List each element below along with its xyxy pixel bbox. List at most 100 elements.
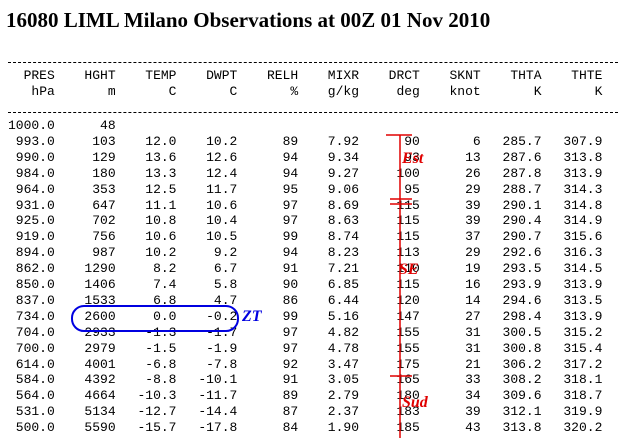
cell: 317.2 (563, 356, 603, 372)
cell: 11.7 (206, 181, 238, 197)
cell: 756 (92, 229, 116, 245)
cell: 4.7 (213, 292, 238, 308)
column-name: SKNT (449, 68, 481, 83)
cell: 147 (396, 308, 420, 324)
cell: 97 (282, 340, 299, 356)
cell: 99 (282, 308, 299, 324)
cell: -8.8 (145, 372, 177, 388)
cell: 95 (282, 181, 299, 197)
column-name: THTA (510, 68, 542, 83)
cell: 86 (282, 292, 299, 308)
cell: 90 (404, 133, 420, 149)
cell: 34 (465, 388, 481, 404)
cell: 115 (396, 197, 420, 213)
cell: 94 (282, 165, 299, 181)
cell: 702 (92, 213, 116, 229)
cell: 931.0 (15, 197, 55, 213)
data-row: 734.026000.0-0.2995.1614727298.4313.9299… (8, 309, 625, 325)
column-unit: C (168, 84, 177, 99)
cell: 26 (465, 165, 481, 181)
data-row: 704.02933-1.3-1.7974.8215531300.5315.230… (8, 325, 625, 341)
cell: 9.2 (213, 245, 238, 261)
cell: 862.0 (15, 261, 55, 277)
cell: 6 (472, 133, 481, 149)
cell: 293.5 (502, 261, 542, 277)
cell: 37 (465, 229, 481, 245)
cell: 6.8 (153, 292, 177, 308)
cell: 103 (92, 133, 116, 149)
cell: 21 (465, 356, 481, 372)
cell: 5.8 (213, 277, 238, 292)
cell: 3.05 (327, 372, 360, 388)
cell: 12.0 (145, 133, 177, 149)
label-se: SE (399, 261, 419, 278)
cell: 4.78 (327, 340, 360, 356)
cell: 5.16 (327, 308, 360, 324)
cell: 7.21 (327, 261, 360, 277)
cell: 12.4 (206, 165, 238, 181)
cell: 314.8 (563, 197, 603, 213)
cell: 315.4 (563, 340, 603, 356)
data-row: 850.014067.45.8906.8511516293.9313.9295.… (8, 277, 625, 293)
cell: 298.4 (502, 308, 542, 324)
label-sud: Sud (402, 394, 428, 411)
cell: 319.9 (563, 404, 603, 420)
cell: 13.6 (145, 149, 177, 165)
cell: -14.4 (198, 404, 238, 420)
cell: -15.7 (137, 420, 177, 436)
cell: 287.6 (502, 149, 542, 165)
column-name: TEMP (145, 68, 177, 83)
cell: 95 (404, 181, 420, 197)
cell: 993.0 (15, 133, 55, 149)
separator (8, 112, 618, 113)
data-row: 500.0 5590 -15.7 -17.8 84 1.90 185 43 313.8 320.2… (8, 420, 625, 436)
cell: 306.2 (502, 356, 542, 372)
cell: 90 (282, 277, 299, 292)
column-name: THTE (571, 68, 603, 83)
cell: 4.82 (327, 324, 360, 340)
cell: -10.1 (198, 372, 238, 388)
cell: 1533 (84, 292, 116, 308)
cell: 91 (282, 261, 299, 277)
cell: 316.3 (563, 245, 603, 261)
column-name: HGHT (84, 68, 116, 83)
data-row: 931.064711.110.6978.6911539290.1314.8291… (8, 198, 625, 214)
label-zt: ZT (242, 308, 262, 325)
cell: 10.2 (145, 245, 177, 261)
direction-bracket (386, 134, 412, 438)
cell: 531.0 (15, 404, 55, 420)
cell: 13.3 (145, 165, 177, 181)
cell: 894.0 (15, 245, 55, 261)
cell: 185 (396, 420, 420, 436)
cell: 850.0 (15, 277, 55, 292)
cell: 91 (282, 372, 299, 388)
cell: 300.5 (502, 324, 542, 340)
cell: 8.2 (153, 261, 177, 277)
cell: 100 (396, 165, 420, 181)
cell: -6.8 (145, 356, 177, 372)
cell: -10.3 (137, 388, 177, 404)
cell: 11.1 (145, 197, 177, 213)
cell: 43 (465, 420, 481, 436)
data-row: 984.018013.312.4949.2710026287.8313.9289… (8, 166, 625, 182)
cell: 313.5 (563, 292, 603, 308)
cell: 89 (282, 388, 299, 404)
cell: 987 (92, 245, 116, 261)
title: 16080 LIML Milano Observations at 00Z 01… (6, 8, 491, 32)
cell: 564.0 (15, 388, 55, 404)
cell: 12.5 (145, 181, 177, 197)
data-row: 990.012913.612.6949.349313287.6313.8289.… (8, 150, 625, 166)
cell: 1.90 (327, 420, 360, 436)
cell: 318.1 (563, 372, 603, 388)
cell: 115 (396, 229, 420, 245)
cell: 97 (282, 197, 299, 213)
column-unit: g/kg (327, 84, 360, 99)
cell: 6.44 (327, 292, 360, 308)
cell: 97 (282, 213, 299, 229)
data-row: 531.0 5134 -12.7 -14.4 87 2.37 183 39 312.1 319.9… (8, 404, 625, 420)
cell: 84 (282, 420, 299, 436)
cell: 175 (396, 356, 420, 372)
cell: 1290 (84, 261, 116, 277)
